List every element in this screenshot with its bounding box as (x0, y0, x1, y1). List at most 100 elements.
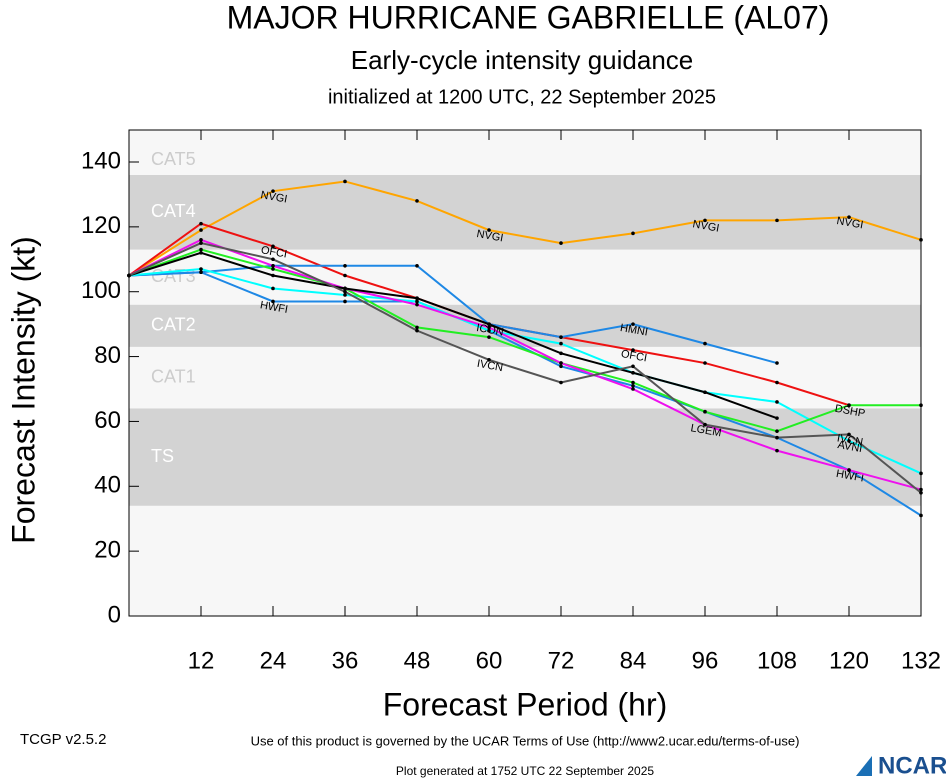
data-point (631, 322, 635, 326)
band-label: CAT4 (151, 201, 196, 221)
data-point (847, 439, 851, 443)
chart-subtitle: Early-cycle intensity guidance (351, 45, 694, 75)
data-point (415, 263, 419, 268)
data-point (775, 448, 779, 453)
y-tick-label: 120 (81, 212, 121, 239)
data-point (919, 490, 923, 495)
x-tick-label: 72 (548, 647, 575, 674)
data-point (631, 364, 635, 369)
data-point (343, 179, 347, 184)
data-point (631, 387, 635, 391)
series-line (128, 264, 778, 365)
data-point (199, 238, 203, 242)
series-label: IVCN (476, 358, 504, 374)
terms: Use of this product is governed by the U… (251, 733, 800, 748)
series-label: NVGI (692, 218, 721, 234)
y-tick-label: 0 (108, 601, 121, 628)
data-point (847, 403, 851, 408)
series-label: HMNI (619, 322, 649, 339)
x-tick-label: 12 (188, 647, 215, 674)
intensity-band (129, 408, 921, 506)
data-point (199, 270, 203, 275)
data-point (703, 422, 707, 427)
data-point (415, 199, 419, 203)
data-point (775, 361, 779, 365)
data-point (199, 267, 203, 271)
series-line (128, 271, 922, 517)
series-label: AVNI (837, 439, 864, 455)
data-point (559, 351, 563, 356)
data-point (703, 218, 707, 223)
data-point (271, 244, 275, 249)
data-point (343, 293, 347, 297)
data-point (559, 335, 563, 339)
data-point (487, 322, 491, 326)
data-point (199, 241, 203, 245)
series-line (128, 248, 921, 433)
data-point (919, 238, 923, 242)
x-tick-label: 120 (829, 647, 869, 674)
data-point (631, 231, 635, 236)
series-line (128, 251, 778, 420)
series-line (128, 268, 922, 475)
series-label: NVGI (476, 228, 505, 244)
data-point (775, 416, 779, 420)
band-label: CAT3 (151, 266, 196, 286)
data-point (343, 289, 347, 294)
data-point (847, 215, 851, 219)
data-point (199, 228, 203, 232)
data-point (343, 299, 347, 304)
logo: NCAR (878, 752, 946, 779)
y-axis-label: Forecast Intensity (kt) (5, 236, 41, 544)
data-point (199, 251, 203, 255)
series-label: HWFI (259, 299, 289, 316)
data-point (271, 267, 275, 271)
data-point (271, 257, 275, 262)
y-tick-label: 40 (94, 472, 121, 499)
band-label: CAT2 (151, 315, 196, 335)
series-line (128, 238, 922, 491)
x-tick-label: 36 (332, 647, 359, 674)
y-tick-label: 80 (94, 342, 121, 369)
data-point (127, 273, 131, 278)
data-point (343, 263, 347, 268)
data-point (415, 296, 419, 301)
data-point (703, 341, 707, 346)
data-point (559, 361, 563, 365)
data-point (559, 380, 563, 385)
data-point (703, 390, 707, 395)
x-axis-label: Forecast Period (hr) (383, 686, 668, 722)
init-time: initialized at 1200 UTC, 22 September 20… (328, 86, 716, 108)
y-tick-label: 20 (94, 536, 121, 563)
data-point (919, 471, 923, 476)
data-point (559, 241, 563, 245)
data-point (415, 302, 419, 307)
band-label: TS (151, 446, 174, 466)
intensity-band (129, 304, 921, 347)
series-label: OFCI (620, 348, 648, 364)
x-tick-label: 132 (901, 647, 941, 674)
generated: Plot generated at 1752 UTC 22 September … (396, 764, 654, 778)
chart-title: MAJOR HURRICANE GABRIELLE (AL07) (227, 0, 830, 35)
logo-icon (856, 756, 872, 776)
intensity-band (129, 249, 921, 305)
data-point (343, 273, 347, 278)
data-point (559, 364, 563, 369)
y-tick-label: 140 (81, 147, 121, 174)
data-point (487, 228, 491, 232)
data-point (847, 432, 851, 437)
series-label: IVCN (836, 432, 864, 448)
data-point (415, 299, 419, 304)
data-point (271, 189, 275, 193)
data-point (919, 403, 923, 408)
band-label: CAT5 (151, 149, 196, 169)
data-point (919, 513, 923, 518)
series-label: OFCI (260, 244, 288, 260)
data-point (703, 361, 707, 365)
series-line (128, 180, 922, 277)
data-point (487, 335, 491, 339)
series-label: DSHP (834, 403, 866, 420)
data-point (271, 273, 275, 278)
x-tick-label: 84 (620, 647, 647, 674)
data-point (775, 380, 779, 385)
